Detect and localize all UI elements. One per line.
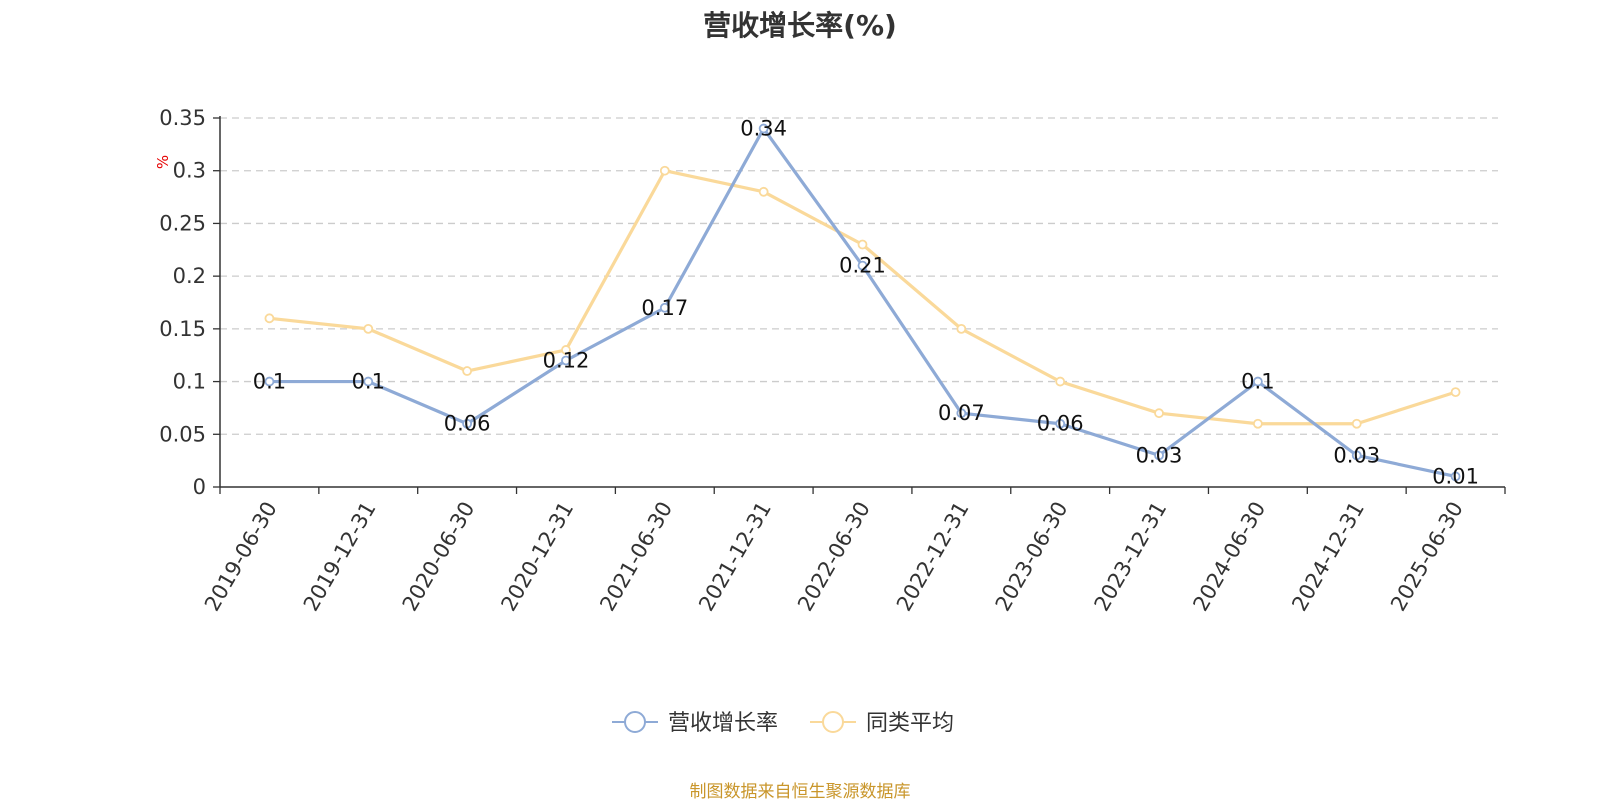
data-point[interactable] [758, 123, 769, 134]
x-tick-label: 2023-12-31 [1090, 498, 1172, 616]
x-tick-label: 2019-12-31 [299, 498, 381, 616]
x-tick-label: 2023-06-30 [991, 498, 1073, 616]
data-point[interactable] [462, 366, 473, 376]
y-tick-label: 0.2 [173, 264, 206, 288]
data-labels: 0.1 0.1 0.06 0.12 0.17 0.34 0.21 0.07 0.06 0.03 0.… [253, 117, 1479, 489]
legend-marker[interactable] [822, 711, 844, 733]
data-label: 0.34 [740, 117, 787, 141]
x-tick-label: 2024-12-31 [1287, 498, 1369, 616]
data-label: 0.01 [1432, 464, 1479, 488]
data-point[interactable] [1450, 387, 1461, 398]
x-tick-label: 2022-06-30 [793, 498, 875, 616]
data-point[interactable] [659, 302, 670, 313]
x-tick-label: 2024-06-30 [1188, 498, 1270, 616]
axes: 0 0.05 0.1 0.15 0.2 0.25 0.3 0.35 2019-06-30 2019… [159, 106, 1506, 616]
data-point[interactable] [561, 355, 571, 366]
x-tick-label: 2019-06-30 [200, 498, 282, 616]
x-tick-label: 2021-12-31 [694, 498, 776, 616]
data-point[interactable] [956, 323, 967, 334]
data-point[interactable] [363, 323, 374, 334]
series-line [269, 169, 1457, 426]
legend-label[interactable]: 营收增长率 [668, 711, 778, 736]
data-label: 0.03 [1136, 443, 1183, 467]
legend-label[interactable]: 同类平均 [866, 711, 954, 736]
legend-marker[interactable] [624, 711, 646, 733]
series-lines [264, 123, 1461, 482]
x-tick-label: 2022-12-31 [892, 498, 974, 616]
source-note: 制图数据来自恒生聚源数据库 [689, 782, 911, 802]
data-label: 0.1 [1241, 370, 1274, 394]
data-point[interactable] [363, 376, 374, 387]
y-axis-label: % [154, 155, 172, 169]
grid-lines [220, 117, 1498, 435]
data-label: 0.12 [543, 348, 590, 372]
data-point[interactable] [1351, 418, 1362, 429]
y-tick-label: 0.3 [173, 159, 206, 183]
y-tick-label: 0.05 [159, 422, 206, 446]
data-point[interactable] [1252, 376, 1263, 387]
data-point[interactable] [1154, 450, 1164, 461]
y-tick-label: 0.1 [173, 370, 206, 394]
y-tick-label: 0.15 [159, 317, 206, 341]
data-label: 0.1 [253, 370, 286, 394]
data-point[interactable] [264, 376, 275, 387]
data-point[interactable] [857, 239, 868, 250]
data-point[interactable] [462, 418, 473, 429]
x-tick-label: 2021-06-30 [595, 498, 677, 616]
data-point[interactable] [1154, 408, 1164, 419]
data-label: 0.06 [444, 412, 491, 436]
x-tick-label: 2020-12-31 [496, 498, 578, 616]
data-point[interactable] [956, 408, 967, 419]
y-tick-label: 0.25 [159, 211, 206, 235]
x-tick-label: 2025-06-30 [1386, 498, 1468, 616]
data-point[interactable] [1252, 418, 1263, 429]
x-tick-label: 2020-06-30 [398, 497, 480, 615]
data-label: 0.07 [938, 401, 985, 425]
data-label: 0.17 [641, 296, 688, 320]
data-label: 0.03 [1333, 443, 1380, 467]
legend[interactable]: 营收增长率 同类平均 [612, 711, 954, 736]
y-tick-label: 0 [193, 475, 206, 499]
data-point[interactable] [264, 313, 275, 324]
data-point[interactable] [1055, 418, 1066, 429]
data-label: 0.21 [839, 254, 886, 278]
data-point[interactable] [561, 345, 571, 355]
chart-title: 营收增长率(%) [703, 9, 897, 42]
data-point[interactable] [659, 165, 670, 176]
y-tick-label: 0.35 [159, 106, 206, 130]
data-point[interactable] [1450, 471, 1461, 482]
data-point[interactable] [1055, 376, 1066, 387]
data-point[interactable] [758, 186, 769, 197]
data-point[interactable] [1351, 450, 1362, 461]
data-label: 0.1 [352, 370, 385, 394]
data-label: 0.06 [1037, 412, 1084, 436]
data-point[interactable] [857, 260, 868, 271]
